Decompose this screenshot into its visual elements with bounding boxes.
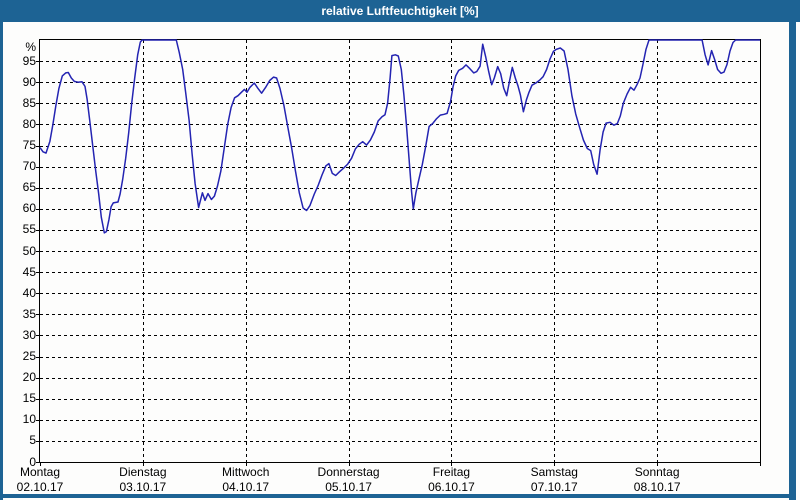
x-axis-tick-mark bbox=[657, 463, 658, 466]
x-axis-tick-mark bbox=[451, 463, 452, 466]
y-axis-tick-mark bbox=[36, 167, 40, 168]
y-axis-unit-label: % bbox=[25, 40, 36, 54]
y-axis-tick-mark bbox=[36, 314, 40, 315]
window-frame-bottom bbox=[0, 494, 796, 498]
window-title-bar: relative Luftfeuchtigkeit [%] bbox=[0, 0, 800, 22]
x-axis-date-label: 04.10.17 bbox=[222, 480, 270, 494]
y-axis-tick-mark bbox=[36, 272, 40, 273]
y-axis-tick-mark bbox=[36, 103, 40, 104]
y-axis-tick-label: 30 bbox=[22, 327, 36, 342]
window-frame-right bbox=[789, 22, 796, 500]
y-axis-tick-mark bbox=[36, 251, 40, 252]
y-axis-tick-label: 5 bbox=[29, 433, 36, 448]
y-axis-tick-mark bbox=[36, 230, 40, 231]
y-axis-tick-mark bbox=[36, 399, 40, 400]
x-axis-tick-mark bbox=[246, 463, 247, 466]
y-axis-tick-mark bbox=[36, 335, 40, 336]
y-axis-tick-label: 45 bbox=[22, 264, 36, 279]
y-axis-tick-label: 15 bbox=[22, 391, 36, 406]
y-axis-tick-label: 95 bbox=[22, 53, 36, 68]
y-axis-tick-mark bbox=[36, 124, 40, 125]
y-axis-tick-label: 90 bbox=[22, 74, 36, 89]
y-axis-tick-mark bbox=[36, 209, 40, 210]
x-axis-tick-mark bbox=[760, 463, 761, 466]
humidity-line-chart bbox=[39, 39, 760, 462]
y-axis-tick-label: 80 bbox=[22, 116, 36, 131]
x-axis-date-label: 05.10.17 bbox=[325, 480, 372, 494]
y-axis-tick-label: 60 bbox=[22, 201, 36, 216]
y-axis-tick-mark bbox=[36, 357, 40, 358]
x-axis-day-label: Donnerstag bbox=[317, 465, 380, 479]
y-axis-tick-mark bbox=[36, 61, 40, 62]
x-axis-date-label: 02.10.17 bbox=[16, 480, 64, 494]
y-axis-tick-label: 85 bbox=[22, 95, 36, 110]
humidity-plot-area bbox=[39, 39, 761, 463]
x-axis-day-label: Freitag bbox=[432, 465, 471, 479]
y-axis-tick-label: 35 bbox=[22, 306, 36, 321]
x-axis-day-label: Montag bbox=[19, 465, 61, 479]
chart-title: relative Luftfeuchtigkeit [%] bbox=[321, 4, 479, 18]
x-axis-tick-mark bbox=[554, 463, 555, 466]
y-axis-tick-label: 10 bbox=[22, 412, 36, 427]
y-axis-tick-mark bbox=[36, 293, 40, 294]
y-axis-tick-label: 50 bbox=[22, 243, 36, 258]
y-axis-tick-mark bbox=[36, 420, 40, 421]
y-axis-tick-label: 0 bbox=[29, 454, 36, 469]
x-axis-date-label: 03.10.17 bbox=[119, 480, 167, 494]
x-axis-day-label: Samstag bbox=[530, 465, 578, 479]
x-axis-day-label: Dienstag bbox=[119, 465, 167, 479]
y-axis-tick-mark bbox=[36, 146, 40, 147]
x-axis-date-label: 07.10.17 bbox=[530, 480, 578, 494]
x-axis-tick-mark bbox=[349, 463, 350, 466]
y-axis-tick-mark bbox=[36, 441, 40, 442]
window-frame-left bbox=[0, 22, 3, 500]
y-axis-tick-mark bbox=[36, 188, 40, 189]
y-axis-tick-label: 55 bbox=[22, 222, 36, 237]
y-axis-tick-mark bbox=[36, 378, 40, 379]
x-axis-tick-mark bbox=[40, 463, 41, 466]
x-axis-date-label: 06.10.17 bbox=[428, 480, 475, 494]
x-axis-tick-mark bbox=[143, 463, 144, 466]
x-axis-date-label: 08.10.17 bbox=[633, 480, 681, 494]
y-axis-tick-label: 70 bbox=[22, 159, 36, 174]
x-axis-day-label: Sonntag bbox=[634, 465, 680, 479]
y-axis-tick-label: 75 bbox=[22, 138, 36, 152]
y-axis-tick-label: 25 bbox=[22, 349, 36, 363]
y-axis-tick-label: 40 bbox=[22, 285, 36, 300]
y-axis-tick-label: 65 bbox=[22, 180, 36, 195]
x-axis-day-label: Mittwoch bbox=[222, 465, 270, 479]
y-axis-tick-mark bbox=[36, 82, 40, 83]
y-axis-tick-mark bbox=[36, 462, 40, 463]
humidity-series-line bbox=[39, 39, 760, 234]
y-axis-tick-label: 20 bbox=[22, 370, 36, 385]
